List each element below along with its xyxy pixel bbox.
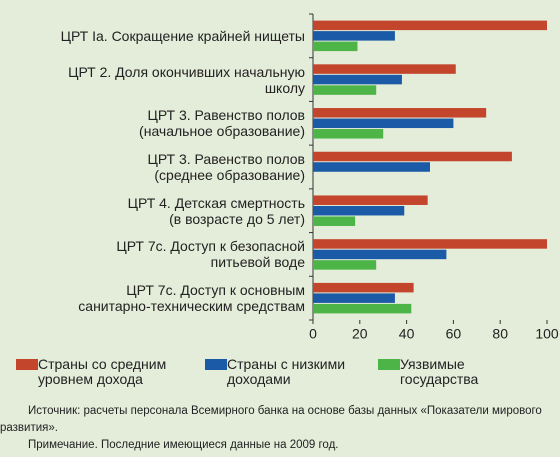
bar — [313, 260, 377, 270]
bar — [313, 195, 428, 205]
legend-swatch — [205, 359, 227, 370]
category-label: ЦРТ 4. Детская смертность (в возрасте до… — [127, 194, 305, 227]
bar — [313, 249, 447, 260]
bar — [313, 129, 384, 139]
legend-swatch — [378, 359, 400, 370]
x-tick-label: 60 — [446, 326, 462, 342]
category-label: ЦРТ 7с. Доступ к безопасной питьевой вод… — [116, 238, 305, 271]
bar — [313, 293, 395, 303]
bar — [313, 216, 356, 226]
note: Примечание. Последние имеющиеся данные н… — [28, 439, 339, 451]
legend-label: Уязвимые государства — [400, 356, 479, 387]
x-tick-label: 20 — [352, 326, 368, 342]
bar — [313, 108, 487, 118]
bar — [313, 205, 405, 216]
bar — [313, 118, 454, 129]
x-tick-label: 40 — [399, 326, 415, 342]
bar — [313, 85, 377, 95]
bar — [313, 151, 512, 162]
legend-swatch — [16, 359, 38, 370]
category-label: ЦРТ Ia. Сокращение крайней нищеты — [60, 27, 305, 44]
category-label: ЦРТ 7с. Доступ к основным санитарно-техн… — [78, 282, 305, 315]
x-tick-label: 80 — [492, 326, 508, 342]
bar — [313, 239, 547, 249]
bar — [313, 41, 358, 52]
category-label: ЦРТ 3. Равенство полов (начальное образо… — [139, 107, 305, 140]
bar — [313, 64, 456, 74]
x-tick-label: 100 — [535, 326, 559, 342]
legend-label: Страны со средним уровнем дохода — [38, 356, 167, 387]
bar — [313, 162, 430, 172]
bar — [313, 282, 414, 293]
x-tick-label: 0 — [309, 326, 317, 342]
bar — [313, 31, 395, 41]
source-note: Источник: расчеты персонала Всемирного б… — [0, 405, 542, 434]
bar — [313, 74, 402, 85]
category-label: ЦРТ 2. Доля окончивших начальную школу — [68, 63, 305, 96]
legend-label: Страны с низкими доходами — [227, 356, 346, 387]
bar — [313, 303, 412, 314]
bar — [313, 20, 547, 31]
category-label: ЦРТ 3. Равенство полов (среднее образова… — [147, 151, 305, 183]
